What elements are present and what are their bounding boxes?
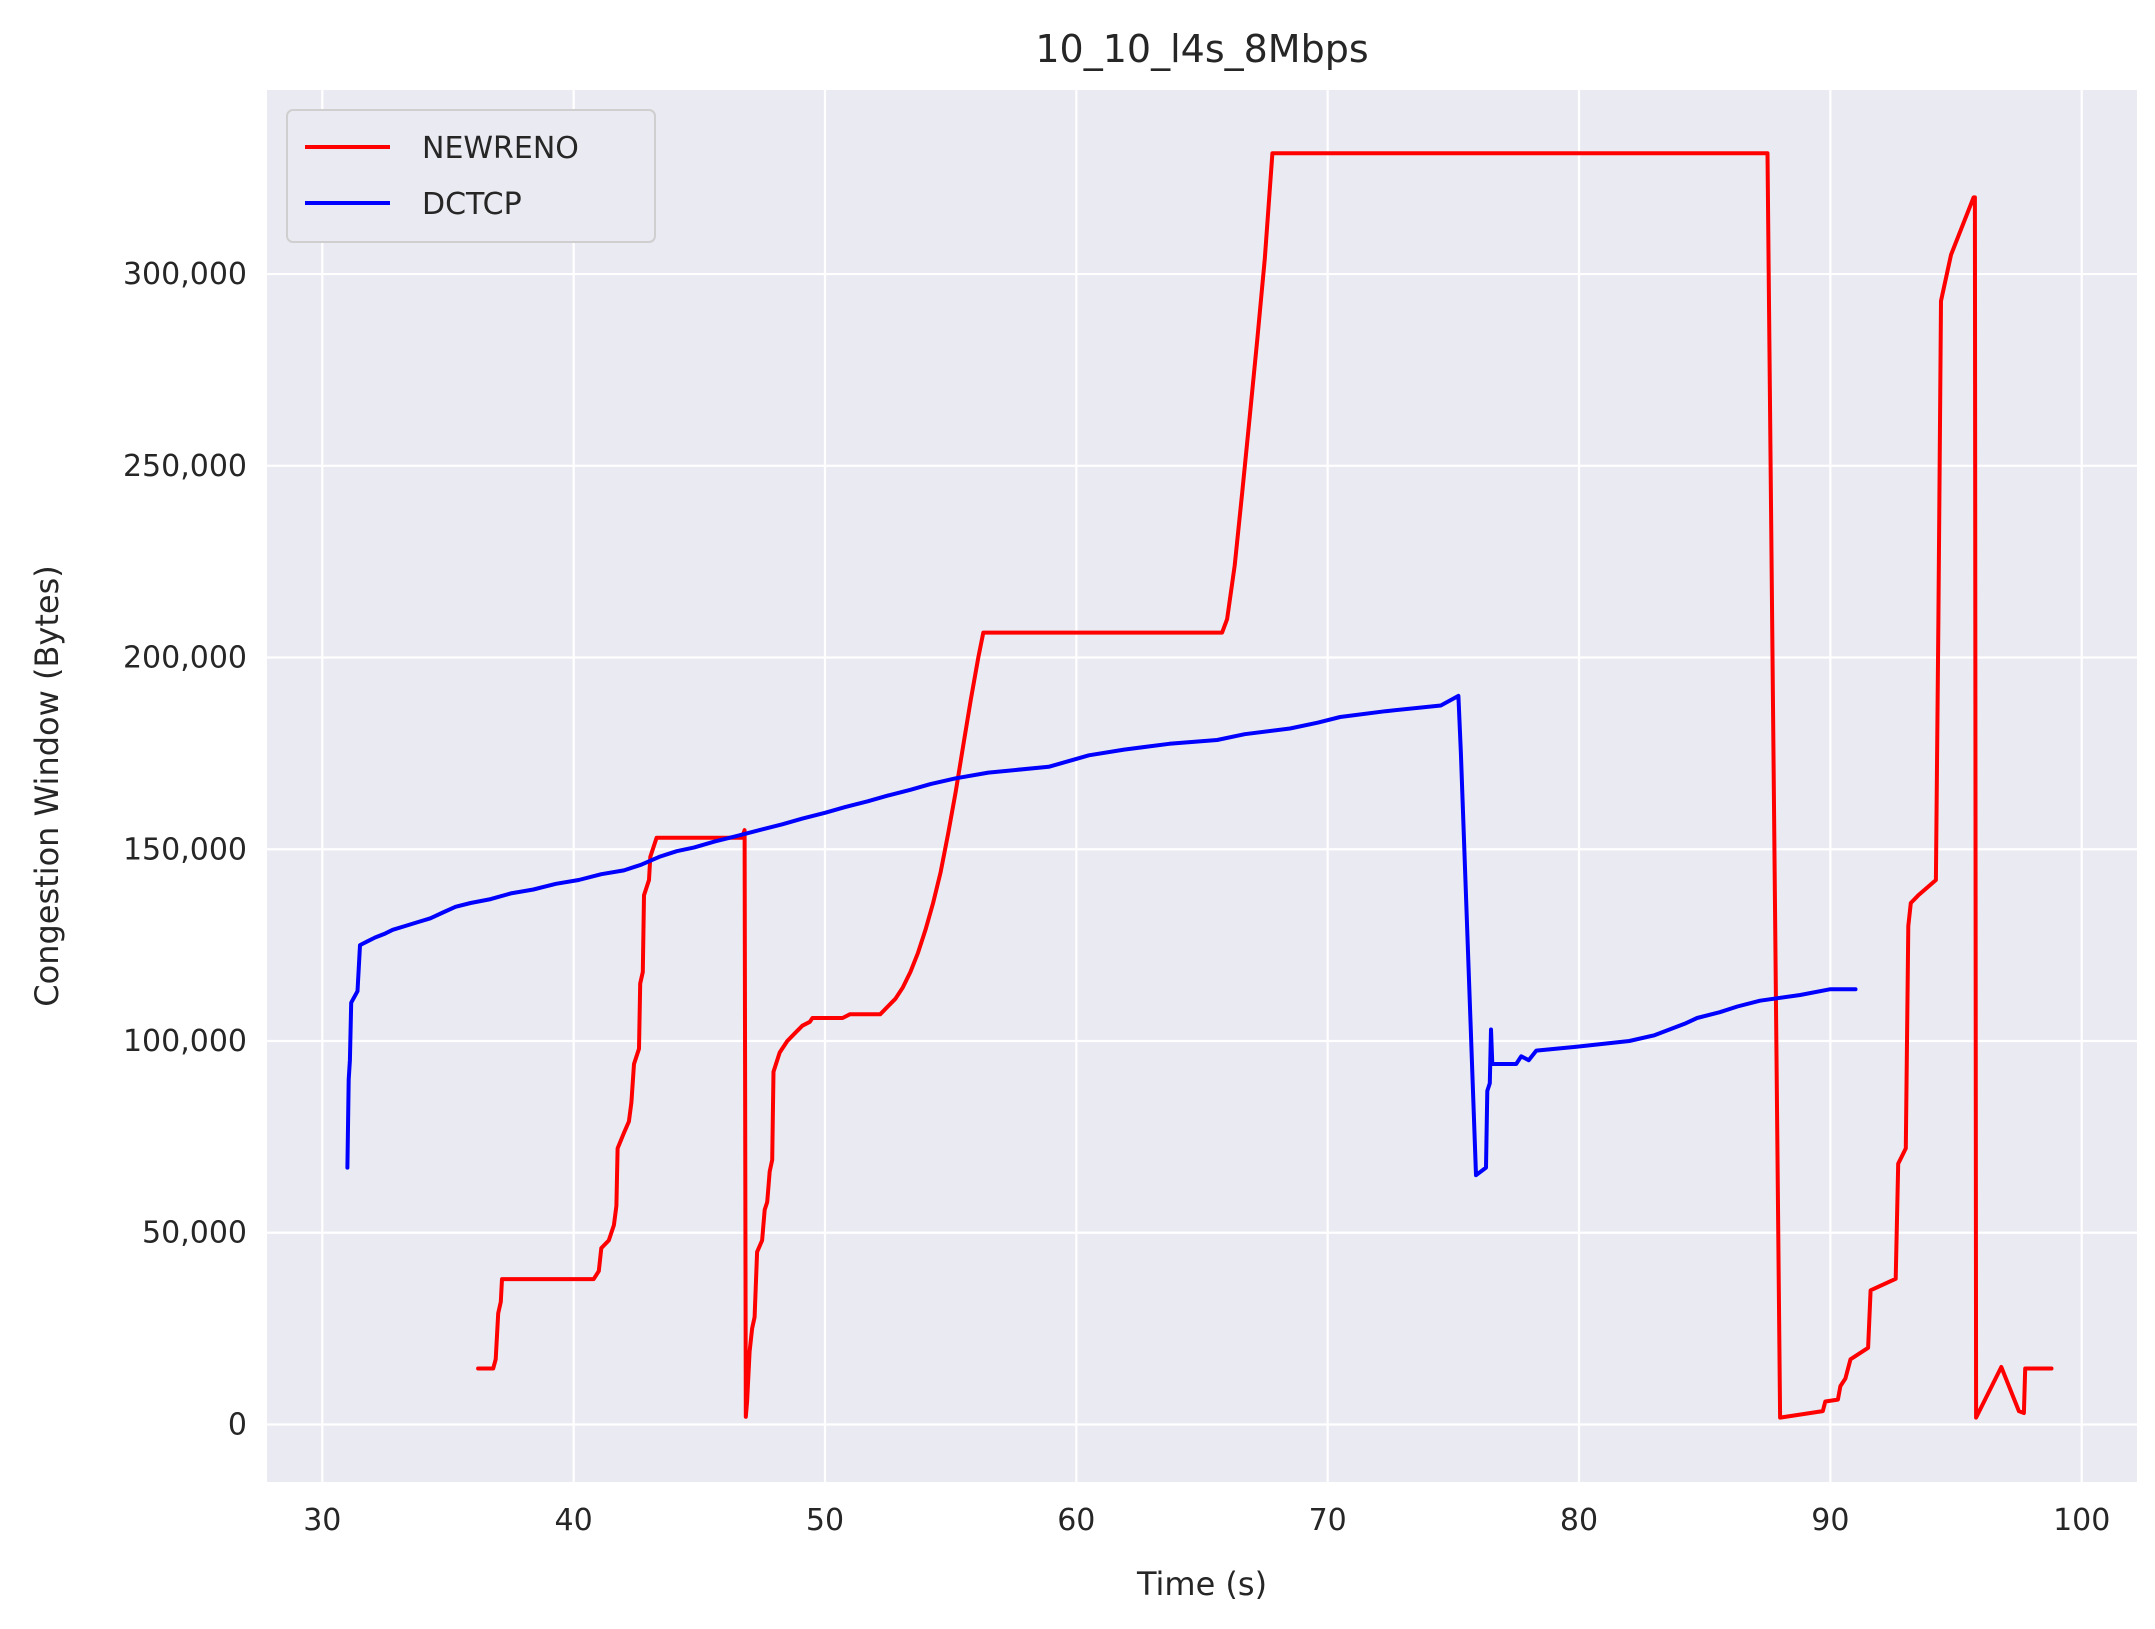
y-tick-label: 50,000 <box>142 1216 247 1251</box>
y-tick-label: 0 <box>228 1407 247 1442</box>
x-tick-label: 80 <box>1560 1503 1598 1538</box>
legend-label-newreno: NEWRENO <box>422 131 579 166</box>
series-line-newreno <box>476 151 2054 1420</box>
x-tick-label: 70 <box>1309 1503 1347 1538</box>
y-axis-ticks: 0 50,000 100,000 150,000 200,000 250,000 300,0… <box>123 257 247 1442</box>
x-tick-label: 100 <box>2053 1503 2110 1538</box>
x-tick-label: 40 <box>555 1503 593 1538</box>
x-tick-label: 60 <box>1057 1503 1095 1538</box>
series-lines <box>345 151 2054 1420</box>
x-tick-label: 90 <box>1811 1503 1849 1538</box>
y-tick-label: 250,000 <box>123 449 247 484</box>
grid <box>267 90 2137 1482</box>
x-axis-label: Time (s) <box>1136 1565 1267 1603</box>
x-axis-ticks: 30 40 50 60 70 80 90 100 <box>303 1503 2110 1538</box>
chart-title: 10_10_l4s_8Mbps <box>1035 27 1368 71</box>
y-tick-label: 300,000 <box>123 257 247 292</box>
y-tick-label: 100,000 <box>123 1024 247 1059</box>
y-tick-label: 150,000 <box>123 832 247 867</box>
x-tick-label: 50 <box>806 1503 844 1538</box>
legend-box <box>286 109 656 243</box>
series-line-dctcp <box>345 693 1858 1178</box>
x-tick-label: 30 <box>303 1503 341 1538</box>
legend-label-dctcp: DCTCP <box>422 187 522 222</box>
legend: NEWRENO DCTCP <box>286 109 656 243</box>
y-tick-label: 200,000 <box>123 641 247 676</box>
plot-area <box>267 90 2137 1482</box>
y-axis-label: Congestion Window (Bytes) <box>28 565 66 1006</box>
